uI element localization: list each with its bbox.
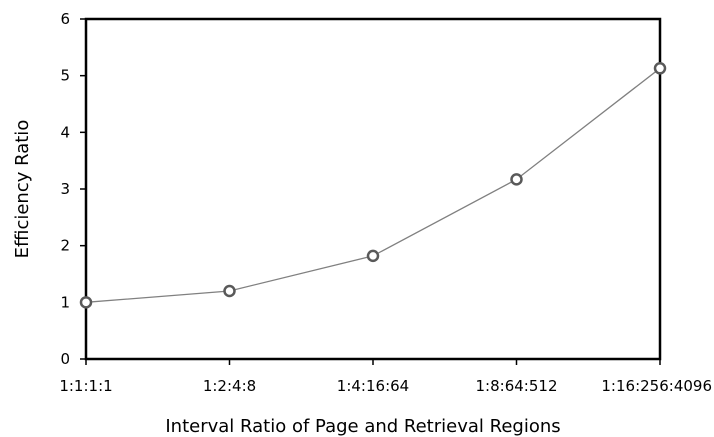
data-point	[79, 296, 93, 309]
y-axis: 0 1 2 3 4 5 6	[60, 10, 86, 368]
x-tick-label: 1:1:1:1	[59, 377, 112, 395]
y-axis-title: Efficiency Ratio	[12, 120, 33, 259]
y-tick-label: 5	[60, 67, 70, 85]
y-tick-label: 4	[60, 123, 70, 141]
data-point	[510, 173, 523, 186]
series-layer	[79, 62, 667, 309]
y-tick-label: 0	[60, 350, 70, 368]
series-line	[85, 67, 661, 303]
y-tick-label: 3	[60, 180, 70, 198]
y-tick-label: 2	[60, 237, 70, 255]
x-tick-label: 1:16:256:4096	[601, 377, 712, 395]
plot-area	[84, 17, 662, 361]
x-tick-label: 1:2:4:8	[203, 377, 256, 395]
x-tick-label: 1:8:64:512	[476, 377, 558, 395]
x-tick-label: 1:4:16:64	[337, 377, 409, 395]
y-tick-label: 6	[60, 10, 70, 28]
data-point	[653, 62, 667, 75]
x-axis-title: Interval Ratio of Page and Retrieval Reg…	[165, 416, 560, 437]
y-tick-label: 1	[60, 293, 70, 311]
x-axis: 1:1:1:1 1:2:4:8 1:4:16:64 1:8:64:512 1:16:25…	[59, 359, 712, 395]
data-point	[223, 284, 236, 298]
data-point	[366, 249, 380, 263]
